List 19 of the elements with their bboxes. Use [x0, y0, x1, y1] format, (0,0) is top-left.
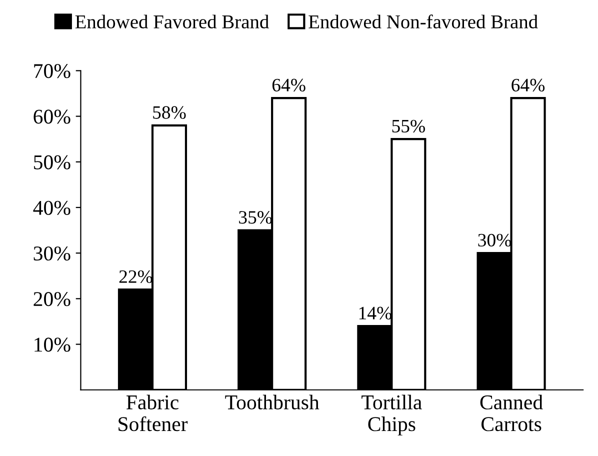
text: 55% [392, 120, 425, 133]
y-tick-label: 60% [34, 110, 70, 124]
x-tick-label: Fabric Softener [118, 394, 188, 432]
text: 30% [478, 234, 512, 247]
y-tick-label: 30% [34, 246, 70, 261]
x-tick-label: Canned Carrots [480, 394, 543, 432]
x-tick-label: Toothbrush [225, 394, 320, 410]
y-tick-label: 10% [34, 338, 70, 352]
y-tick-label: 20% [34, 292, 70, 306]
y-tick-label: 40% [33, 200, 70, 215]
y-tick-label: 70% [34, 64, 70, 78]
text: 64% [512, 78, 545, 92]
text: 58% [153, 106, 186, 119]
legend-label: Endowed Favored Brand [75, 14, 269, 28]
text: 22% [119, 270, 152, 284]
text: 64% [272, 78, 306, 92]
x-tick-label: Tortilla Chips [362, 394, 422, 436]
legend-label: Endowed Non-favored Brand [308, 14, 538, 28]
y-tick-label: 50% [34, 155, 70, 170]
